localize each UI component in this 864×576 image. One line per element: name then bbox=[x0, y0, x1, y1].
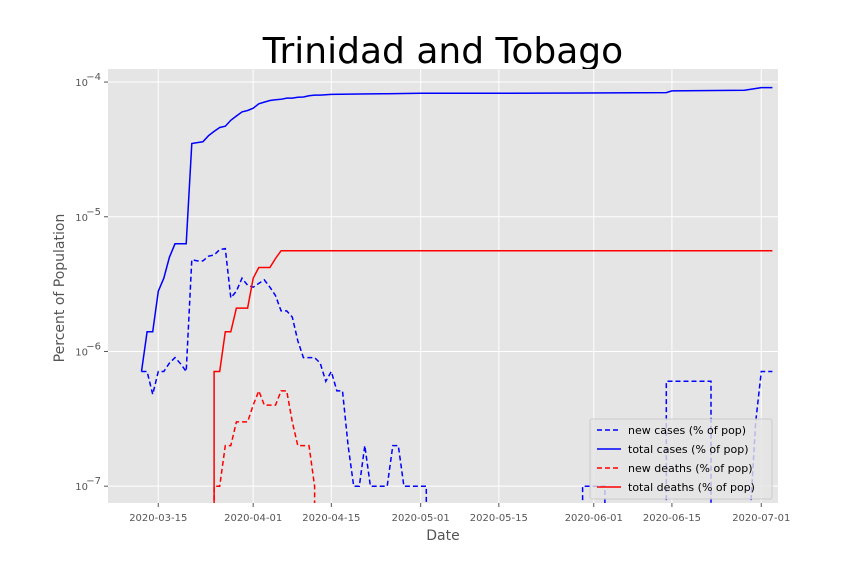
x-tick-label: 2020-04-01 bbox=[224, 513, 282, 524]
series-total-deaths-of-pop bbox=[213, 249, 773, 503]
chart-title: Trinidad and Tobago bbox=[262, 31, 623, 72]
y-tick-label: 10 bbox=[75, 213, 88, 224]
legend: new cases (% of pop) total cases (% of po… bbox=[589, 418, 773, 500]
x-tick-label: 2020-06-15 bbox=[643, 513, 701, 524]
x-tick-label: 2020-07-01 bbox=[732, 513, 790, 524]
y-tick-exponent: −6 bbox=[86, 341, 101, 352]
y-tick-exponent: −4 bbox=[86, 72, 101, 83]
y-tick-label: 10 bbox=[75, 482, 88, 493]
x-tick-label: 2020-05-15 bbox=[470, 513, 528, 524]
x-tick-label: 2020-05-01 bbox=[392, 513, 450, 524]
legend-label: total cases (% of pop) bbox=[628, 443, 749, 456]
x-tick-label: 2020-06-01 bbox=[565, 513, 623, 524]
legend-label: new deaths (% of pop) bbox=[628, 462, 753, 475]
x-tick-label: 2020-03-15 bbox=[129, 513, 187, 524]
legend-label: total deaths (% of pop) bbox=[628, 481, 755, 494]
y-tick-exponent: −7 bbox=[86, 476, 101, 487]
series-new-cases-of-pop bbox=[141, 247, 428, 503]
legend-label: new cases (% of pop) bbox=[628, 424, 746, 437]
y-tick-label: 10 bbox=[75, 347, 88, 358]
y-tick-exponent: −5 bbox=[86, 207, 101, 218]
series-new-deaths-of-pop bbox=[213, 388, 316, 503]
x-axis-ticks: 2020-03-15 2020-04-01 2020-04-15 2020-05-01… bbox=[129, 503, 790, 524]
y-axis-label: Percent of Population bbox=[52, 214, 68, 363]
x-tick-label: 2020-04-15 bbox=[302, 513, 360, 524]
legend-box bbox=[589, 418, 773, 500]
y-axis-ticks: 10−710−610−510−4 bbox=[75, 72, 108, 493]
y-tick-label: 10 bbox=[75, 78, 88, 89]
series-total-cases-of-pop bbox=[140, 86, 773, 372]
x-axis-label: Date bbox=[426, 528, 459, 544]
